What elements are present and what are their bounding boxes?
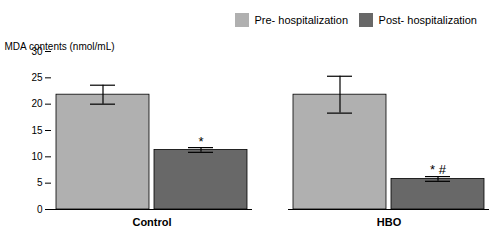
svg-text:25: 25 (31, 72, 43, 83)
svg-text:HBO: HBO (377, 216, 402, 228)
html-text:Post- hospitalization: Post- hospitalization (378, 13, 477, 26)
svg-text:5: 5 (37, 177, 43, 188)
svg-text:MDA contents (nmol/mL): MDA contents (nmol/mL) (5, 40, 115, 51)
html-text:Pre- hospitalization: Pre- hospitalization (254, 13, 348, 26)
svg-text:*: * (198, 134, 203, 149)
svg-text:15: 15 (31, 124, 43, 135)
svg-text:Control: Control (132, 216, 171, 228)
svg-text:20: 20 (31, 98, 43, 109)
svg-text:10: 10 (31, 151, 43, 162)
svg-text:* #: * # (430, 161, 447, 176)
svg-text:0: 0 (37, 203, 43, 214)
